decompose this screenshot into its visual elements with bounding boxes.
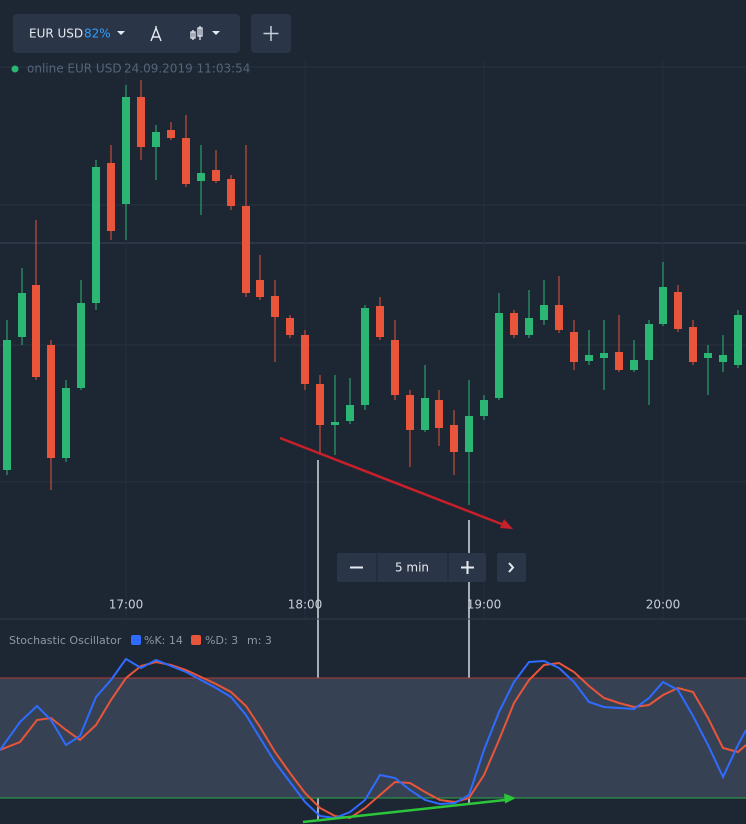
divergence-arrow (302, 798, 506, 824)
pair-label[interactable]: EUR USD (29, 27, 83, 41)
time-label: 19:00 (467, 598, 502, 612)
candle-body (271, 296, 279, 317)
candle-body (435, 400, 443, 428)
trend-arrow (279, 436, 505, 527)
candle-body (212, 170, 220, 181)
legend-m: m: 3 (247, 634, 272, 647)
grid (0, 60, 746, 618)
candle-body (630, 360, 638, 370)
candle-body (615, 352, 623, 370)
candle-body (465, 416, 473, 452)
candle-body (555, 305, 563, 330)
dropdown-icon[interactable] (212, 31, 220, 35)
candle-body (18, 293, 26, 337)
arrow-head (500, 519, 513, 529)
candle-body (152, 132, 160, 147)
legend-swatch (191, 635, 201, 645)
drawing-tool-icon[interactable] (150, 26, 162, 42)
candle-body (361, 308, 369, 405)
zoom-in-button[interactable] (461, 561, 474, 574)
zoom-interval: 5 min (395, 561, 429, 575)
candle-body (47, 345, 55, 458)
time-label: 20:00 (646, 598, 681, 612)
chevron-icon[interactable] (508, 562, 515, 573)
candle-body (406, 395, 414, 430)
candle-body (645, 324, 653, 360)
candle-body (301, 335, 309, 384)
candle-body (525, 318, 533, 335)
status-label: online EUR USD (27, 62, 122, 76)
candle-body (182, 138, 190, 184)
candle-body (286, 318, 294, 335)
candle-body (122, 97, 130, 204)
candle-body (331, 422, 339, 425)
candle-body (719, 355, 727, 362)
candle-body (197, 173, 205, 181)
candle-body (600, 353, 608, 358)
scroll-button[interactable] (497, 553, 526, 582)
candle-body (421, 398, 429, 430)
chart-type-icon[interactable] (190, 26, 203, 40)
candle-body (167, 130, 175, 138)
time-label: 18:00 (288, 598, 323, 612)
candle-body (242, 206, 250, 293)
candle-body (391, 340, 399, 395)
legend-d: %D: 3 (205, 634, 238, 647)
d-line (0, 660, 746, 820)
candle-body (256, 280, 264, 297)
candle-body (510, 313, 518, 335)
candle-body (107, 163, 115, 231)
online-dot (11, 65, 19, 73)
candle-body (495, 313, 503, 398)
payout: 82% (84, 27, 111, 41)
candle-body (674, 292, 682, 329)
candle-body (585, 355, 593, 361)
candle-body (689, 327, 697, 362)
candle-body (570, 332, 578, 362)
candle-body (92, 167, 100, 303)
candles (3, 80, 742, 505)
candle-body (77, 303, 85, 388)
indicator-name: Stochastic Oscillator (9, 634, 122, 647)
zoom-control (337, 553, 486, 582)
candle-body (3, 340, 11, 470)
candle-body (376, 306, 384, 337)
candle-body (734, 315, 742, 365)
candle-body (227, 179, 235, 206)
candle-body (480, 400, 488, 416)
candle-body (316, 384, 324, 425)
status-timestamp: 24.09.2019 11:03:54 (124, 62, 250, 76)
legend-k: %K: 14 (144, 634, 183, 647)
arrow-head (504, 793, 516, 804)
candle-body (704, 353, 712, 358)
candle-body (540, 305, 548, 320)
candle-body (346, 405, 354, 421)
plus-icon[interactable] (263, 26, 279, 41)
candle-body (659, 287, 667, 324)
dropdown-icon[interactable] (117, 31, 125, 35)
candle-body (32, 285, 40, 377)
toolbar (13, 14, 240, 53)
k-line (0, 657, 746, 820)
time-label: 17:00 (109, 598, 144, 612)
candle-body (62, 388, 70, 458)
oscillator-band (0, 678, 746, 798)
candle-body (450, 425, 458, 452)
candle-body (137, 97, 145, 147)
legend-swatch (131, 635, 141, 645)
